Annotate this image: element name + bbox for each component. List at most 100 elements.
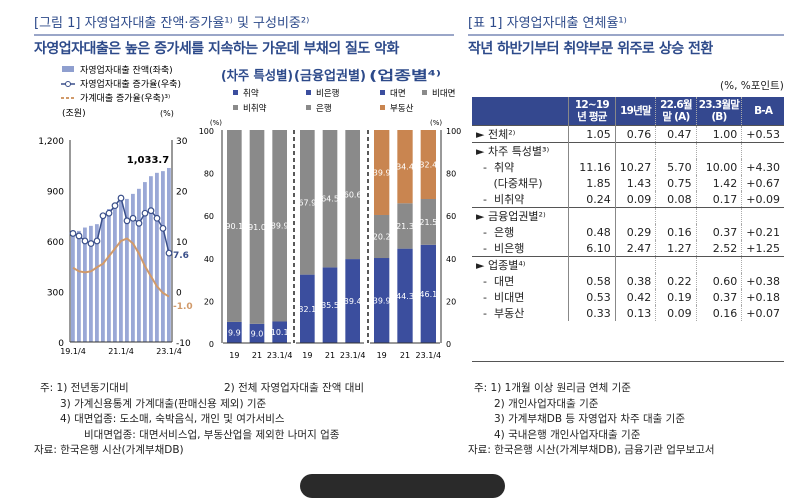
table-row: ► 차주 특성별³⁾ <box>472 142 784 159</box>
cell: +0.07 <box>746 306 780 320</box>
cell: 0.76 <box>615 125 657 143</box>
cell: 10.27 <box>615 159 657 175</box>
footnote: 자료: 한국은행 시산(가계부채DB), 금융기관 업무보고서 <box>468 444 715 456</box>
divider <box>468 34 784 36</box>
stacked-bar-segment <box>300 274 315 343</box>
y-tick-left: 900 <box>47 188 64 198</box>
cell: +0.21 <box>746 225 780 239</box>
legend-swatch <box>380 105 385 110</box>
footnote: 4) 국내은행 개인사업자대출 기준 <box>494 428 641 441</box>
panel-title: (차주 특성별) <box>221 68 293 84</box>
footnote: 자료: 한국은행 시산(가계부채DB) <box>34 444 184 456</box>
row-label: - 은행 <box>472 224 569 240</box>
y-tick-left: 100 <box>199 127 214 136</box>
bar-value-label: 20.2 <box>373 233 391 242</box>
y-tick-left: 60 <box>204 212 214 221</box>
stacked-bar-segment <box>397 130 413 204</box>
notes-right: 주: 1) 1개월 이상 원리금 연체 기준 2) 개인사업자대출 기준 3) 가계… <box>468 381 715 459</box>
bar-value-label: 9.9 <box>228 328 241 337</box>
cell: 1.42 <box>696 175 743 191</box>
household-growth-line <box>72 237 170 298</box>
growth-point <box>135 219 143 227</box>
column-header: 12~19년 평균 <box>568 97 616 126</box>
x-tick: 19 <box>302 351 312 360</box>
footnote: 2) 개인사업자대출 기준 <box>494 397 599 410</box>
legend-label: 은행 <box>316 103 332 114</box>
cell: 2.52 <box>696 240 743 257</box>
column-header: 23.3월말 (B) <box>696 97 743 126</box>
cell: +4.30 <box>746 160 780 174</box>
y-tick-right: 10 <box>176 238 188 248</box>
growth-point <box>159 224 167 232</box>
legend-swatch <box>306 105 311 110</box>
balance-bar <box>107 209 111 342</box>
legend-label: 부동산 <box>390 103 414 114</box>
footnote: 주: 1) 1개월 이상 원리금 연체 기준 <box>474 382 631 394</box>
bar-value-label: 21.5 <box>419 218 437 227</box>
cell <box>568 207 616 224</box>
cell: 1.05 <box>568 125 616 143</box>
legend-bar-swatch <box>62 66 74 72</box>
legend-swatch <box>306 90 311 95</box>
cell: +0.09 <box>746 192 780 206</box>
table-row: - 은행 0.48 0.29 0.16 0.37 +0.21 <box>472 224 784 240</box>
table-row: - 비대면 0.53 0.42 0.19 0.37 +0.18 <box>472 289 784 305</box>
stacked-bar-segment <box>397 248 413 343</box>
stacked-bar-segment <box>249 130 265 324</box>
footnote: 3) 가계신용통계 가계대출(판매신용 제외) 기준 <box>60 397 267 410</box>
bar-value-label: 32.4 <box>419 161 437 170</box>
table-row: - 부동산 0.33 0.13 0.09 0.16 +0.07 <box>472 305 784 321</box>
right-unit: (%) <box>160 109 174 118</box>
balance-bar <box>143 182 147 342</box>
y-tick-right: 0 <box>176 289 182 299</box>
growth-point <box>147 207 155 215</box>
cell: 0.09 <box>615 191 657 208</box>
cell: +0.18 <box>746 290 780 304</box>
x-tick: 23.1/4 <box>267 351 293 360</box>
cell: 1.43 <box>615 175 657 191</box>
cell <box>655 256 697 273</box>
x-tick: 19.1/4 <box>60 347 86 356</box>
overlay-control-bar[interactable] <box>300 474 505 498</box>
cell: 0.22 <box>655 273 697 289</box>
bar-value-label: 67.9 <box>298 198 316 207</box>
bar-value-label: 9.0 <box>251 329 264 338</box>
cell <box>568 142 616 159</box>
y-tick-left: 20 <box>204 297 214 306</box>
legend-marker <box>65 81 71 87</box>
stacked-bar-segment <box>374 130 390 215</box>
figure-charts: 자영업자대출 잔액(좌축) 자영업자대출 증가율(우축) 가계대출 증가율(우축)³… <box>38 64 461 360</box>
legend-balance: 자영업자대출 잔액(좌축) <box>80 64 173 76</box>
row-label: - 비취약 <box>472 191 569 208</box>
row-label: - 비대면 <box>472 289 569 305</box>
growth-point <box>87 240 95 247</box>
row-header-blank <box>472 97 569 126</box>
y-tick-left: 80 <box>204 170 214 179</box>
cell: 0.58 <box>568 273 616 289</box>
y-tick-right: 20 <box>176 188 188 198</box>
balance-bar <box>113 203 117 342</box>
y-tick-left: 300 <box>47 289 64 299</box>
growth-point <box>75 232 83 240</box>
stacked-bar-segment <box>249 323 265 343</box>
unit-left: (%) <box>210 119 222 127</box>
cell: +1.25 <box>746 241 780 255</box>
growth-point <box>165 249 173 257</box>
growth-last-label: 7.6 <box>173 251 189 261</box>
stacked-bar-segment <box>397 203 413 249</box>
cell <box>655 207 697 224</box>
growth-point <box>69 230 77 237</box>
cell: 0.19 <box>655 289 697 305</box>
cell: 0.38 <box>615 273 657 289</box>
legend-label: 비대면 <box>432 88 455 99</box>
balance-bar <box>95 224 99 342</box>
balance-bar <box>161 171 165 342</box>
table-bottom-rule <box>472 361 784 362</box>
cell: 0.17 <box>696 191 743 208</box>
growth-point <box>81 237 89 245</box>
footnote: 2) 전체 자영업자대출 잔액 대비 <box>224 382 365 394</box>
stacked-bar-segment <box>420 199 436 245</box>
cell: 0.08 <box>655 191 697 208</box>
household-last-label: -1.0 <box>173 302 193 312</box>
row-label: ► 금융업권별²⁾ <box>472 207 569 224</box>
